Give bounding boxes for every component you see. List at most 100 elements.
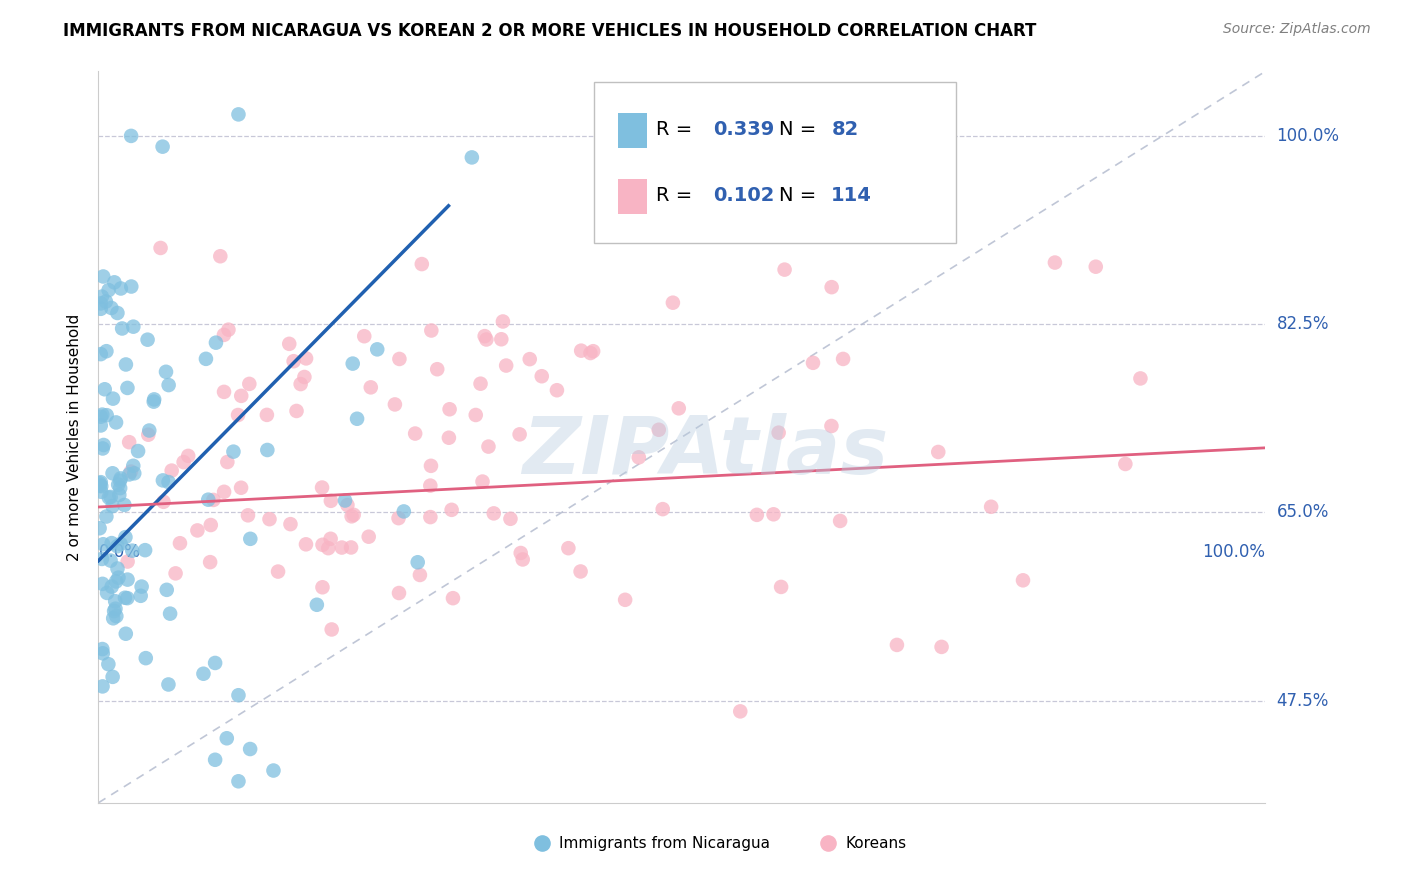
Text: N =: N = [779,120,823,139]
Point [319,493,342,508]
Point [114,530,136,544]
Point [336,498,359,512]
Point [294,370,316,384]
Point [212,484,235,499]
Point [107,561,129,575]
Point [100,536,122,550]
Point [662,295,685,310]
Point [198,555,221,569]
Point [134,543,156,558]
Point [419,510,441,524]
Point [101,499,124,513]
Point [980,500,1002,514]
Point [267,565,290,579]
Point [280,517,302,532]
Point [231,389,253,403]
Point [117,381,139,395]
Point [927,445,949,459]
Text: 114: 114 [831,186,872,205]
Point [105,574,128,589]
Point [482,507,505,521]
Point [143,392,166,407]
Text: 0.0%: 0.0% [98,543,141,561]
Text: Koreans: Koreans [845,836,907,851]
Point [256,442,278,457]
Point [256,408,278,422]
Point [295,537,318,551]
Point [512,552,534,566]
Point [100,490,122,504]
Point [177,449,200,463]
Point [745,508,768,522]
Point [239,742,262,756]
Point [406,555,429,569]
Text: 0.339: 0.339 [713,120,775,139]
Point [830,514,852,528]
Point [366,343,388,357]
Point [104,594,127,608]
Point [579,346,602,360]
Point [89,478,111,492]
Point [152,139,174,153]
Point [228,107,250,121]
Point [160,464,183,478]
Point [440,503,463,517]
Point [96,586,118,600]
Point [91,642,114,657]
Point [420,324,443,338]
Point [89,521,111,535]
Point [173,455,195,469]
Point [193,666,215,681]
Point [411,257,433,271]
Point [90,418,112,433]
Point [801,356,824,370]
Point [94,294,117,309]
Point [91,646,114,660]
Point [311,580,333,594]
Point [117,555,139,569]
Point [97,491,120,505]
Point [215,731,238,746]
Text: 100.0%: 100.0% [1277,127,1340,145]
Text: 65.0%: 65.0% [1277,503,1329,522]
Point [117,573,139,587]
Point [212,327,235,342]
Point [1114,457,1136,471]
Point [107,306,129,320]
Point [103,604,125,618]
Point [426,362,449,376]
Point [103,611,125,625]
Point [582,344,605,359]
Point [194,351,217,366]
FancyBboxPatch shape [595,82,956,244]
Point [110,281,132,295]
Point [730,705,752,719]
Point [165,566,187,581]
Point [330,541,353,555]
Point [238,376,260,391]
Point [931,640,953,654]
Point [770,580,793,594]
Point [546,383,568,397]
Point [832,351,855,366]
Point [439,402,461,417]
Point [156,582,179,597]
Point [437,431,460,445]
Point [96,408,118,422]
Point [96,509,118,524]
Text: ZIPAtlas: ZIPAtlas [522,413,889,491]
Point [333,493,356,508]
Point [319,532,342,546]
Point [464,408,486,422]
Point [404,426,426,441]
Point [477,440,499,454]
Point [110,471,132,485]
Point [388,586,411,600]
Point [90,301,112,316]
Point [491,332,513,346]
Point [101,467,124,481]
Point [118,467,141,482]
Point [122,467,145,481]
Point [409,568,432,582]
Text: 82.5%: 82.5% [1277,315,1329,333]
